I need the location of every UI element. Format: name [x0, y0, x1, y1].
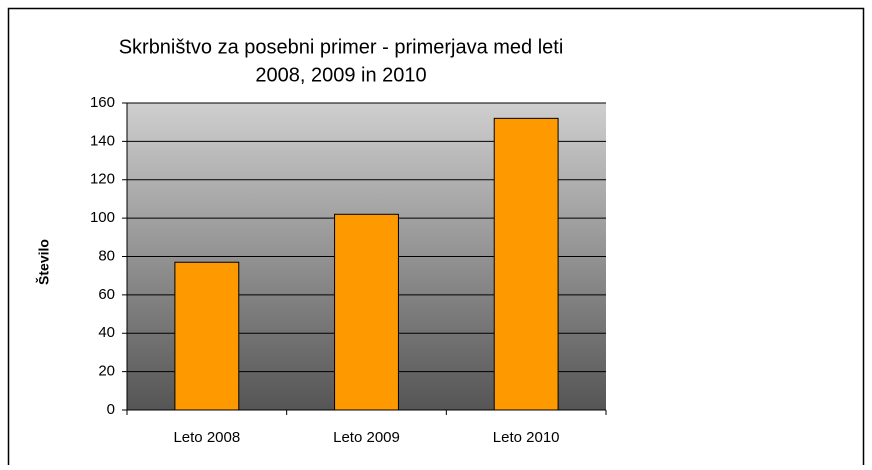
- chart-title: Skrbništvo za posebni primer - primerjav…: [119, 36, 564, 58]
- y-tick-label: 120: [90, 171, 115, 188]
- y-tick-label: 20: [98, 363, 115, 380]
- bar: [334, 213, 399, 411]
- y-tick-label: 100: [90, 209, 115, 226]
- x-tick-label: Leto 2010: [493, 429, 560, 446]
- y-axis-label: Število: [35, 239, 52, 285]
- chart-title: 2008, 2009 in 2010: [255, 64, 426, 86]
- x-tick-label: Leto 2009: [333, 429, 400, 446]
- y-tick-label: 60: [98, 286, 115, 303]
- x-tick-label: Leto 2008: [173, 429, 240, 446]
- bar: [493, 117, 559, 411]
- y-tick-label: 40: [98, 324, 115, 341]
- y-tick-label: 0: [107, 401, 115, 418]
- bar: [174, 261, 240, 411]
- y-tick-label: 80: [98, 247, 115, 264]
- y-tick-label: 140: [90, 132, 115, 149]
- y-tick-label: 160: [90, 94, 115, 111]
